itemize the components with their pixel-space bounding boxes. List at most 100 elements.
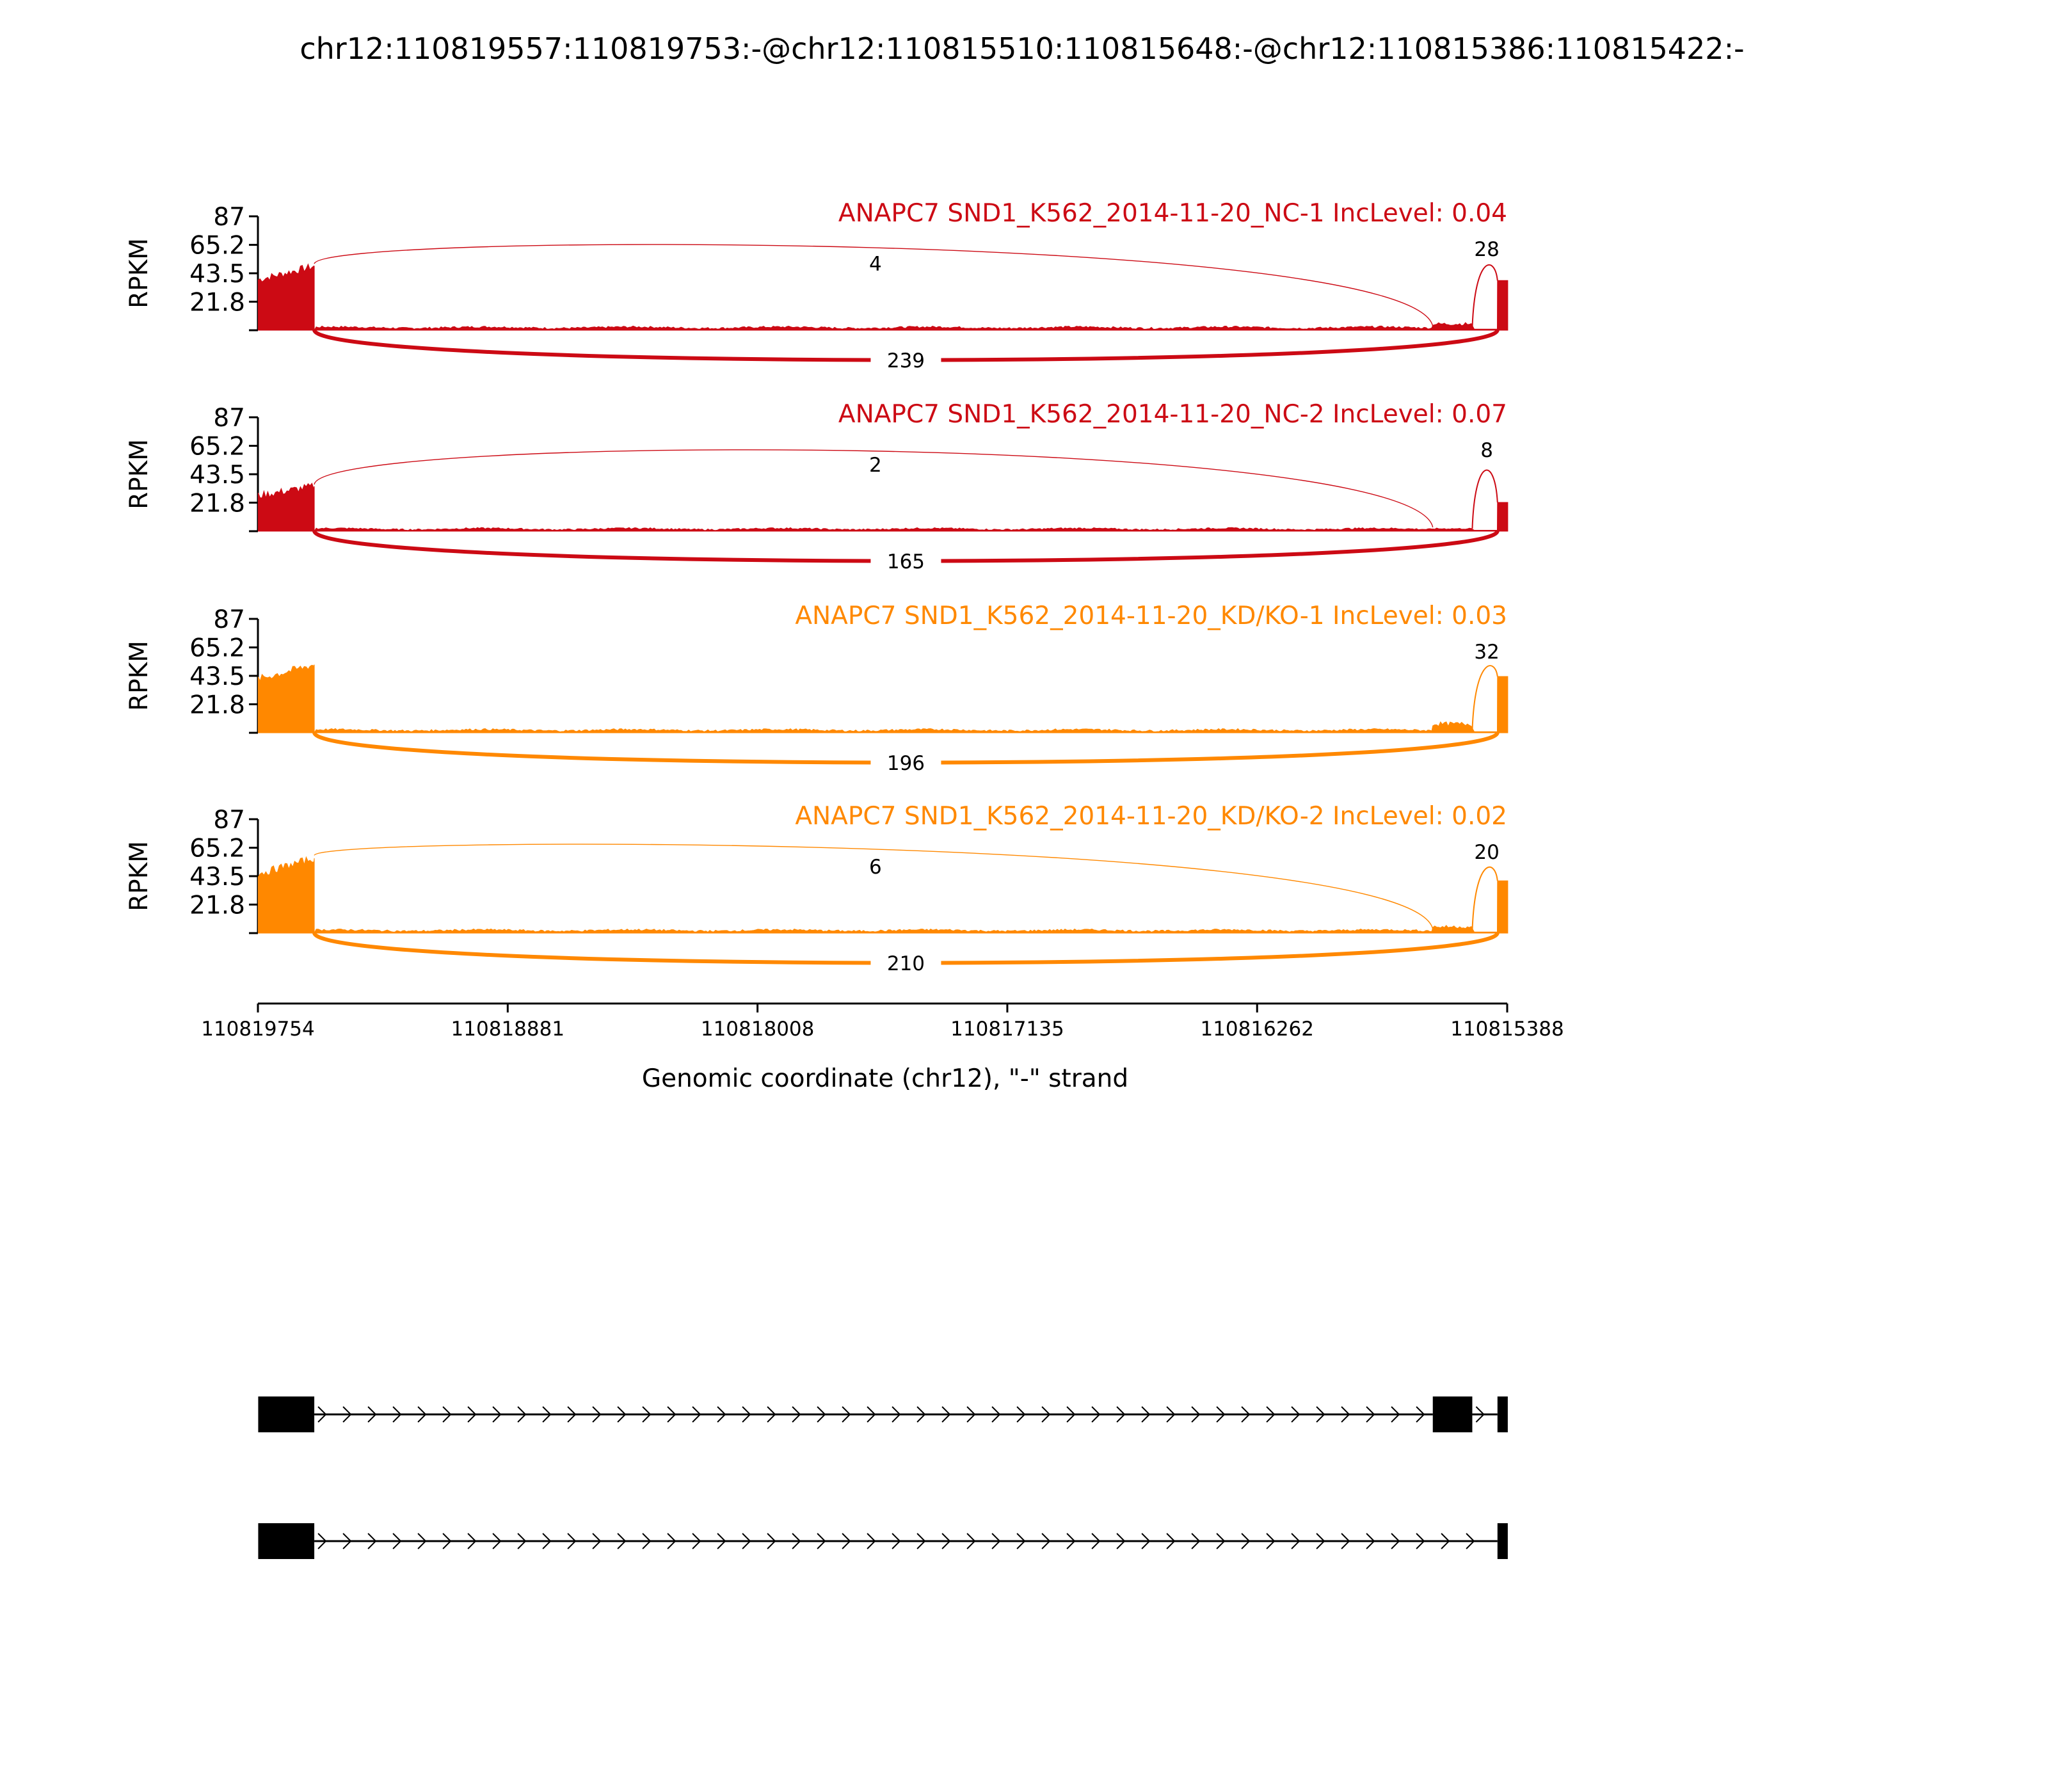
strand-arrow-icon	[1291, 1533, 1300, 1549]
x-tick-label: 110818881	[451, 1018, 565, 1041]
y-tick-label: 87	[213, 203, 245, 232]
strand-arrow-icon	[442, 1533, 452, 1549]
y-tick-label: 87	[213, 404, 245, 433]
strand-arrow-icon	[617, 1406, 627, 1423]
y-tick-label: 21.8	[189, 288, 245, 317]
y-tick-label: 43.5	[189, 863, 245, 892]
strand-arrow-icon	[1266, 1406, 1276, 1423]
x-tick-label: 110818008	[701, 1018, 815, 1041]
strand-arrow-icon	[1266, 1533, 1276, 1549]
inclusion-junction-count: 2	[869, 454, 882, 477]
strand-arrow-icon	[1191, 1533, 1201, 1549]
strand-arrow-icon	[892, 1406, 901, 1423]
exon-block	[1432, 1396, 1473, 1432]
strand-arrow-icon	[392, 1533, 402, 1549]
strand-arrow-icon	[1341, 1533, 1350, 1549]
strand-arrow-icon	[542, 1533, 552, 1549]
inclusion-junction-count: 28	[1474, 238, 1499, 261]
strand-arrow-icon	[767, 1406, 776, 1423]
coverage-area	[257, 483, 1508, 532]
strand-arrow-icon	[1441, 1533, 1450, 1549]
y-tick-label: 43.5	[189, 461, 245, 490]
strand-arrow-icon	[1191, 1406, 1201, 1423]
strand-arrow-icon	[667, 1406, 676, 1423]
y-tick-label: 87	[213, 806, 245, 835]
inclusion-junction-count: 32	[1474, 641, 1499, 664]
strand-arrow-icon	[767, 1533, 776, 1549]
y-tick-label: 87	[213, 605, 245, 634]
inclusion-junction-arc	[314, 244, 1434, 327]
strand-arrow-icon	[517, 1406, 527, 1423]
coverage-area	[257, 664, 1508, 734]
strand-arrow-icon	[916, 1406, 926, 1423]
junction-label-bg	[870, 549, 941, 572]
strand-arrow-icon	[1316, 1406, 1325, 1423]
x-axis: 110819754 110818881 110818008 110817135 1108…	[201, 1002, 1564, 1041]
y-tick-label: 21.8	[189, 691, 245, 719]
strand-arrow-icon	[1316, 1533, 1325, 1549]
y-axis-label: RPKM	[125, 641, 154, 711]
junction-label-bg	[843, 855, 908, 878]
skipping-junction-count: 239	[887, 349, 925, 372]
strand-arrow-icon	[592, 1406, 602, 1423]
strand-arrow-icon	[667, 1533, 676, 1549]
x-tick-label: 110817135	[950, 1018, 1064, 1041]
strand-arrow-icon	[642, 1533, 652, 1549]
y-tick-label: 43.5	[189, 260, 245, 289]
x-tick-label: 110816262	[1200, 1018, 1314, 1041]
strand-arrow-icon	[567, 1406, 577, 1423]
strand-arrow-icon	[916, 1533, 926, 1549]
strand-arrow-icon	[492, 1533, 502, 1549]
inclusion-junction-arc	[1471, 866, 1498, 931]
x-axis-label: Genomic coordinate (chr12), "-" strand	[642, 1064, 1128, 1093]
inclusion-junction-count: 6	[869, 856, 882, 879]
strand-arrow-icon	[467, 1533, 477, 1549]
strand-arrow-icon	[1016, 1406, 1026, 1423]
strand-arrow-icon	[1475, 1406, 1485, 1423]
strand-arrow-icon	[867, 1406, 876, 1423]
inclusion-junction-count: 4	[869, 253, 882, 276]
junction-label-bg	[843, 252, 908, 275]
strand-arrow-icon	[842, 1406, 851, 1423]
strand-arrow-icon	[642, 1406, 652, 1423]
strand-arrow-icon	[342, 1406, 352, 1423]
strand-arrow-icon	[966, 1406, 976, 1423]
strand-arrow-icon	[1391, 1406, 1400, 1423]
junction-label-bg	[870, 751, 941, 774]
strand-arrow-icon	[517, 1533, 527, 1549]
strand-arrow-icon	[1366, 1533, 1375, 1549]
inclusion-junction-count: 8	[1480, 439, 1493, 462]
inclusion-junction-arc	[314, 844, 1434, 930]
strand-arrow-icon	[1341, 1406, 1350, 1423]
strand-arrow-icon	[367, 1533, 377, 1549]
strand-arrow-icon	[617, 1533, 627, 1549]
strand-arrow-icon	[1416, 1406, 1425, 1423]
strand-arrow-icon	[342, 1533, 352, 1549]
strand-arrow-icon	[317, 1533, 327, 1549]
strand-arrow-icon	[1041, 1406, 1051, 1423]
strand-arrow-icon	[1216, 1533, 1226, 1549]
exon-block	[1497, 1523, 1508, 1559]
strand-arrow-icon	[1141, 1533, 1151, 1549]
strand-arrow-icon	[417, 1406, 427, 1423]
strand-arrow-icon	[742, 1406, 751, 1423]
y-axis-label: RPKM	[125, 841, 154, 911]
strand-arrow-icon	[1166, 1533, 1176, 1549]
track-label: ANAPC7 SND1_K562_2014-11-20_NC-1 IncLeve…	[838, 199, 1507, 228]
inclusion-junction-arc	[1471, 469, 1498, 529]
strand-arrow-icon	[1391, 1533, 1400, 1549]
strand-arrow-icon	[367, 1406, 377, 1423]
strand-arrow-icon	[941, 1406, 951, 1423]
y-tick-label: 65.2	[189, 835, 245, 863]
strand-arrow-icon	[1141, 1406, 1151, 1423]
strand-arrow-icon	[842, 1533, 851, 1549]
strand-arrow-icon	[442, 1406, 452, 1423]
y-axis-label: RPKM	[125, 439, 154, 509]
strand-arrow-icon	[742, 1533, 751, 1549]
strand-arrow-icon	[991, 1533, 1001, 1549]
strand-arrow-icon	[467, 1406, 477, 1423]
exon-block	[258, 1396, 315, 1432]
strand-arrow-icon	[991, 1406, 1001, 1423]
